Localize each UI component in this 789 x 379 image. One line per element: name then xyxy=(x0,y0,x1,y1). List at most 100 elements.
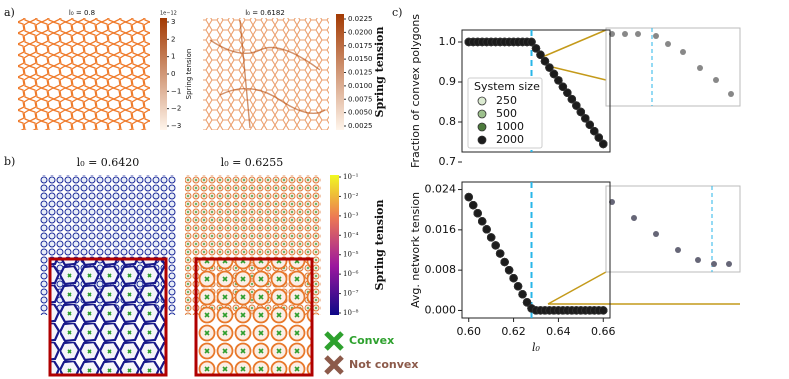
data-point xyxy=(518,290,527,299)
x-tick-label: 0.62 xyxy=(501,325,526,338)
data-point xyxy=(585,120,595,129)
colorbar-offset: 1e−12 xyxy=(160,11,177,17)
colorbar-tick-label: 10⁻⁵ xyxy=(343,251,359,259)
image-title: l₀ = 0.6182 xyxy=(245,9,285,17)
legend-marker xyxy=(477,96,487,106)
y-axis-label: Fraction of convex polygons xyxy=(409,14,422,168)
data-point xyxy=(500,257,509,267)
colorbar-tick-label: 0.0075 xyxy=(348,95,373,103)
colorbar-tick-label: 0.0050 xyxy=(348,109,373,117)
legend-marker xyxy=(477,135,487,145)
colorbar-tick-label: 0 xyxy=(171,70,175,78)
legend-label: 1000 xyxy=(496,120,524,133)
colorbar-tick-label: 0.0025 xyxy=(348,122,373,130)
colorbar-tick-label: 2 xyxy=(171,35,175,43)
colorbar-tick-label: 0.0175 xyxy=(348,42,373,50)
x-tick-label: 0.66 xyxy=(591,325,616,338)
colorbar xyxy=(160,18,167,130)
colorbar-tick-label: 10⁻¹ xyxy=(343,173,359,181)
plot-frame xyxy=(461,29,611,153)
data-point xyxy=(469,200,478,210)
y-tick-label: 0.000 xyxy=(425,303,457,316)
legend-marker xyxy=(477,122,487,132)
colorbar-tick-label: 10⁻² xyxy=(343,192,359,200)
data-point xyxy=(540,57,550,66)
data-point xyxy=(486,233,496,242)
legend-label: 2000 xyxy=(496,133,524,146)
data-point xyxy=(513,282,523,291)
network-image xyxy=(18,18,150,130)
colorbar-tick-label: 10⁻⁶ xyxy=(343,270,359,278)
legend-label: Not convex xyxy=(349,358,419,371)
x-tick-label: 0.64 xyxy=(546,325,571,338)
colorbar-tick-label: 0.0200 xyxy=(348,28,373,36)
colorbar-label: Spring tension xyxy=(373,200,386,291)
legend-marker xyxy=(477,109,487,119)
y-tick-label: 0.7 xyxy=(439,155,457,168)
colorbar-tick-label: 10⁻³ xyxy=(343,212,359,220)
panel-label: a) xyxy=(4,6,15,19)
colorbar xyxy=(336,14,344,130)
colorbar-tick-label: −1 xyxy=(171,87,181,95)
legend-box xyxy=(467,77,543,149)
data-point xyxy=(531,44,541,53)
colorbar-label: Spring tension xyxy=(185,49,193,100)
zoom-inset xyxy=(194,257,314,377)
colorbar-tick-label: −3 xyxy=(171,122,181,130)
data-point xyxy=(482,225,491,234)
y-tick-label: 0.024 xyxy=(425,183,457,196)
data-point xyxy=(549,69,559,79)
data-point xyxy=(536,50,545,59)
colorbar-tick-label: 0.0225 xyxy=(348,15,373,23)
data-point xyxy=(477,217,487,226)
zoom-inset xyxy=(48,257,168,377)
panel-label: c) xyxy=(392,6,402,19)
y-tick-label: 0.016 xyxy=(425,223,457,236)
colorbar-tick-label: 10⁻⁴ xyxy=(343,231,359,239)
data-point xyxy=(491,241,500,250)
image-title: l₀ = 0.6255 xyxy=(221,156,284,169)
data-point xyxy=(558,82,568,91)
data-point xyxy=(545,63,554,72)
image-title: l₀ = 0.6420 xyxy=(77,156,140,169)
legend-label: 500 xyxy=(496,107,517,120)
legend-label: Convex xyxy=(349,334,394,347)
network-image xyxy=(203,18,329,130)
colorbar-tick-label: −2 xyxy=(171,105,181,113)
colorbar-tick-label: 0.0125 xyxy=(348,69,373,77)
data-point xyxy=(504,265,514,275)
colorbar-tick-label: 0.0150 xyxy=(348,55,373,63)
x-axis-label: l₀ xyxy=(532,341,541,354)
data-point xyxy=(554,76,563,85)
legend-marker xyxy=(324,355,344,375)
y-tick-label: 0.9 xyxy=(439,75,457,88)
colorbar-tick-label: 0.0100 xyxy=(348,82,373,90)
legend-label: 250 xyxy=(496,94,517,107)
data-point xyxy=(599,306,608,315)
tension-path xyxy=(209,19,326,129)
data-point xyxy=(527,37,536,47)
data-point xyxy=(473,209,482,218)
colorbar-tick-label: 10⁻⁷ xyxy=(343,290,359,298)
data-point xyxy=(509,274,518,283)
data-point xyxy=(594,133,603,142)
y-tick-label: 0.008 xyxy=(425,263,457,276)
data-point xyxy=(464,192,473,202)
data-point xyxy=(581,114,590,123)
data-point xyxy=(572,101,581,110)
data-point xyxy=(576,107,586,117)
panel-label: b) xyxy=(4,155,15,168)
data-point xyxy=(590,126,599,136)
data-point xyxy=(599,139,608,149)
inset xyxy=(539,27,741,305)
x-tick-label: 0.60 xyxy=(456,325,481,338)
legend-marker xyxy=(324,331,344,351)
legend-title: System size xyxy=(474,80,540,93)
colorbar-tick-label: 3 xyxy=(171,18,175,26)
data-point xyxy=(522,298,532,307)
y-tick-label: 1.0 xyxy=(439,35,457,48)
colorbar xyxy=(330,175,339,315)
data-point xyxy=(567,94,577,104)
colorbar-tick-label: 10⁻⁸ xyxy=(343,309,359,317)
